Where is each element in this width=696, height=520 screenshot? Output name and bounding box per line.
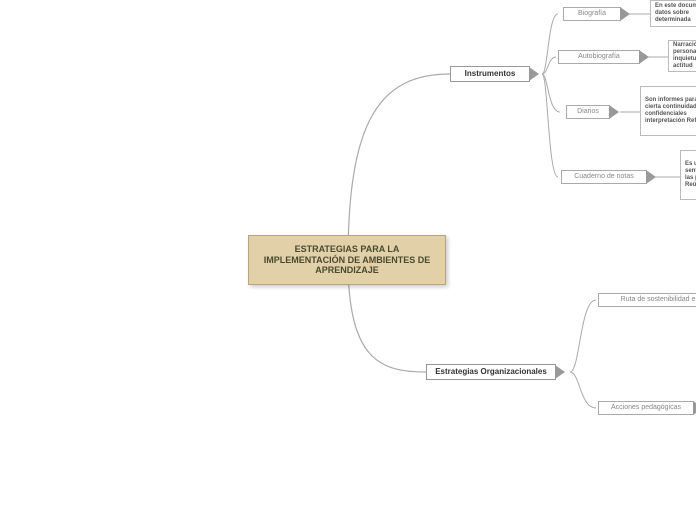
chevron-instrumentos xyxy=(529,67,539,81)
sub-diarios[interactable]: Diarios xyxy=(566,105,610,119)
chevron-cuaderno xyxy=(646,170,656,184)
chevron-estrategias xyxy=(555,365,565,379)
chevron-diarios xyxy=(609,105,619,119)
sub-acciones[interactable]: Acciones pedagógicas xyxy=(598,401,694,415)
root-node[interactable]: ESTRATEGIAS PARA LA IMPLEMENTACIÓN DE AM… xyxy=(248,235,446,285)
leaf-autobiografia: Narración una persona inquietudes actitu… xyxy=(668,40,696,72)
sub-ruta[interactable]: Ruta de sostenibilidad e xyxy=(598,293,696,307)
branch-instrumentos[interactable]: Instrumentos xyxy=(450,66,530,82)
leaf-biografia: En este documento datos sobre determinad… xyxy=(650,0,696,27)
leaf-diarios: Son informes para recoger cierta continu… xyxy=(640,86,696,136)
sub-cuaderno[interactable]: Cuaderno de notas xyxy=(561,170,647,184)
mindmap-canvas: { "root": { "label": "ESTRATEGIAS PARA L… xyxy=(0,0,696,520)
chevron-autobiografia xyxy=(639,50,649,64)
chevron-biografia xyxy=(620,7,630,21)
leaf-cuaderno: Es un sentir a las presc Reún una xyxy=(680,150,696,200)
sub-autobiografia[interactable]: Autobiografía xyxy=(558,50,640,64)
branch-estrategias-org[interactable]: Estrategias Organizacionales xyxy=(426,364,556,380)
sub-biografia[interactable]: Biografía xyxy=(563,7,621,21)
